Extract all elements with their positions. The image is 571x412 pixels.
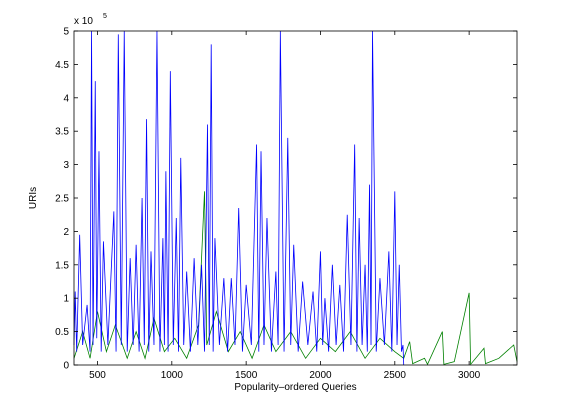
y-tick-label: 1.5 [55,260,69,271]
x-tick-label: 2500 [384,370,407,381]
y-tick-label: 2.5 [55,194,69,205]
y-tick-label: 5 [63,27,69,38]
y-axis-label: URIs [28,187,39,209]
x-tick-label: 3000 [458,370,481,381]
x-tick-label: 1000 [161,370,184,381]
axes-box [73,30,518,366]
y-tick-label: 4 [63,93,69,104]
x-tick-label: 500 [89,370,106,381]
y-multiplier-exponent: 5 [103,13,107,20]
y-tick-label: 2 [63,227,69,238]
x-tick-label: 1500 [235,370,258,381]
y-multiplier: x 10 [74,16,93,27]
plot-area [73,30,518,366]
y-tick-label: 4.5 [55,60,69,71]
x-axis-label: Popularity–ordered Queries [234,382,356,393]
y-tick-label: 3 [63,160,69,171]
y-tick-label: 0.5 [55,327,69,338]
data-line [73,30,405,366]
y-tick-label: 0 [63,361,69,372]
y-tick-label: 3.5 [55,127,69,138]
x-tick-label: 2000 [309,370,332,381]
y-tick-label: 1 [63,294,69,305]
